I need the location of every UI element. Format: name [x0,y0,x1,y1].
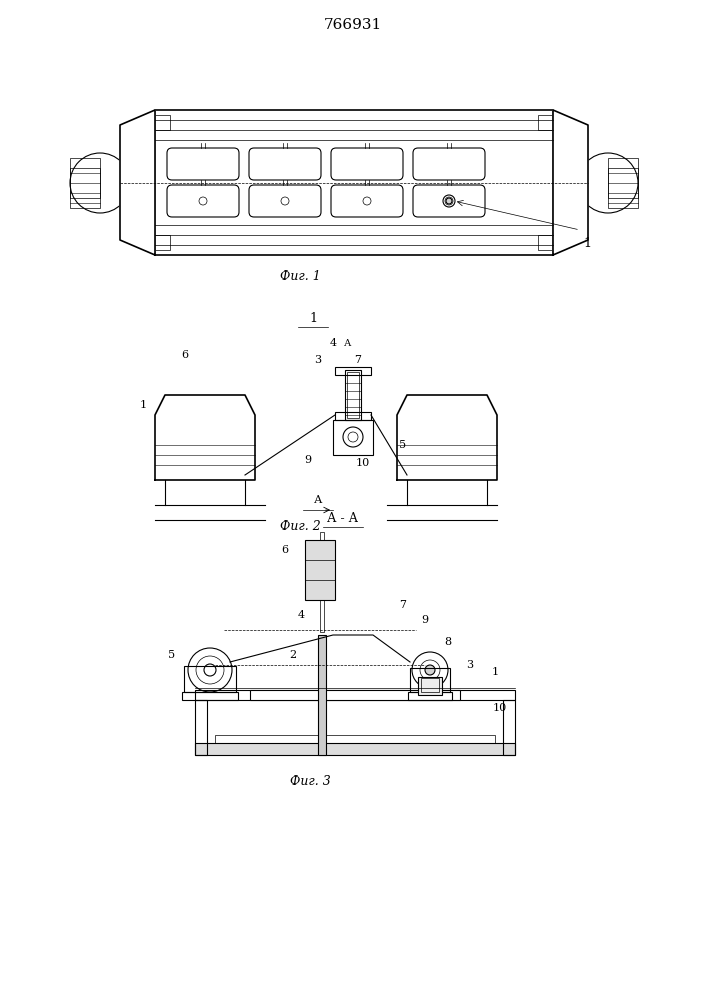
Bar [184,666,236,692]
Bar [215,735,495,743]
Bar [305,540,335,600]
Text: А: А [314,495,322,505]
Circle shape [446,198,452,204]
Text: 766931: 766931 [324,18,382,32]
Text: 6: 6 [281,545,288,555]
Text: 6: 6 [182,350,189,360]
Bar [320,532,324,632]
Polygon shape [397,395,497,480]
Text: 5: 5 [168,650,175,660]
Bar [155,235,170,250]
Bar [608,168,638,198]
Bar [405,461,419,475]
Bar [418,677,442,695]
Bar [608,158,638,208]
Bar [195,700,207,755]
Circle shape [425,665,435,675]
Text: 2: 2 [289,650,296,660]
Bar [421,678,439,692]
Bar [335,412,371,420]
Text: 1: 1 [583,237,591,250]
Text: 9: 9 [305,455,312,465]
Bar [335,367,371,375]
Text: 1: 1 [491,667,498,677]
Text: А: А [344,338,351,348]
Bar [163,461,177,475]
Text: 1: 1 [309,312,317,325]
Bar [475,461,489,475]
Text: 3: 3 [467,660,474,670]
Text: 7: 7 [399,600,407,610]
Text: 10: 10 [493,703,507,713]
Text: 4: 4 [329,338,337,348]
Bar [195,690,515,700]
Text: Фиг. 2: Фиг. 2 [280,520,320,533]
Bar [155,110,553,255]
Text: 4: 4 [298,610,305,620]
Text: 9: 9 [421,615,428,625]
Text: А - А: А - А [327,512,358,525]
Bar [538,115,553,130]
Bar [318,635,326,755]
Bar [182,692,238,700]
Circle shape [204,664,216,676]
Polygon shape [155,395,255,480]
Polygon shape [120,110,155,255]
Text: 7: 7 [354,355,361,365]
Bar [70,168,100,198]
Bar [233,461,247,475]
Bar [70,158,100,208]
Bar [155,115,170,130]
Bar [410,668,450,692]
Text: 10: 10 [356,458,370,468]
Text: 3: 3 [315,355,322,365]
Text: 8: 8 [445,637,452,647]
Bar [538,235,553,250]
Bar [408,692,452,700]
Bar [347,372,359,418]
Text: Фиг. 3: Фиг. 3 [290,775,330,788]
Text: Фиг. 1: Фиг. 1 [280,270,320,283]
Text: 5: 5 [399,440,407,450]
Polygon shape [553,110,588,255]
Bar [503,700,515,755]
Bar [345,370,361,420]
Bar [250,690,460,700]
Bar [333,420,373,455]
Bar [195,743,515,755]
Text: 1: 1 [139,400,146,410]
